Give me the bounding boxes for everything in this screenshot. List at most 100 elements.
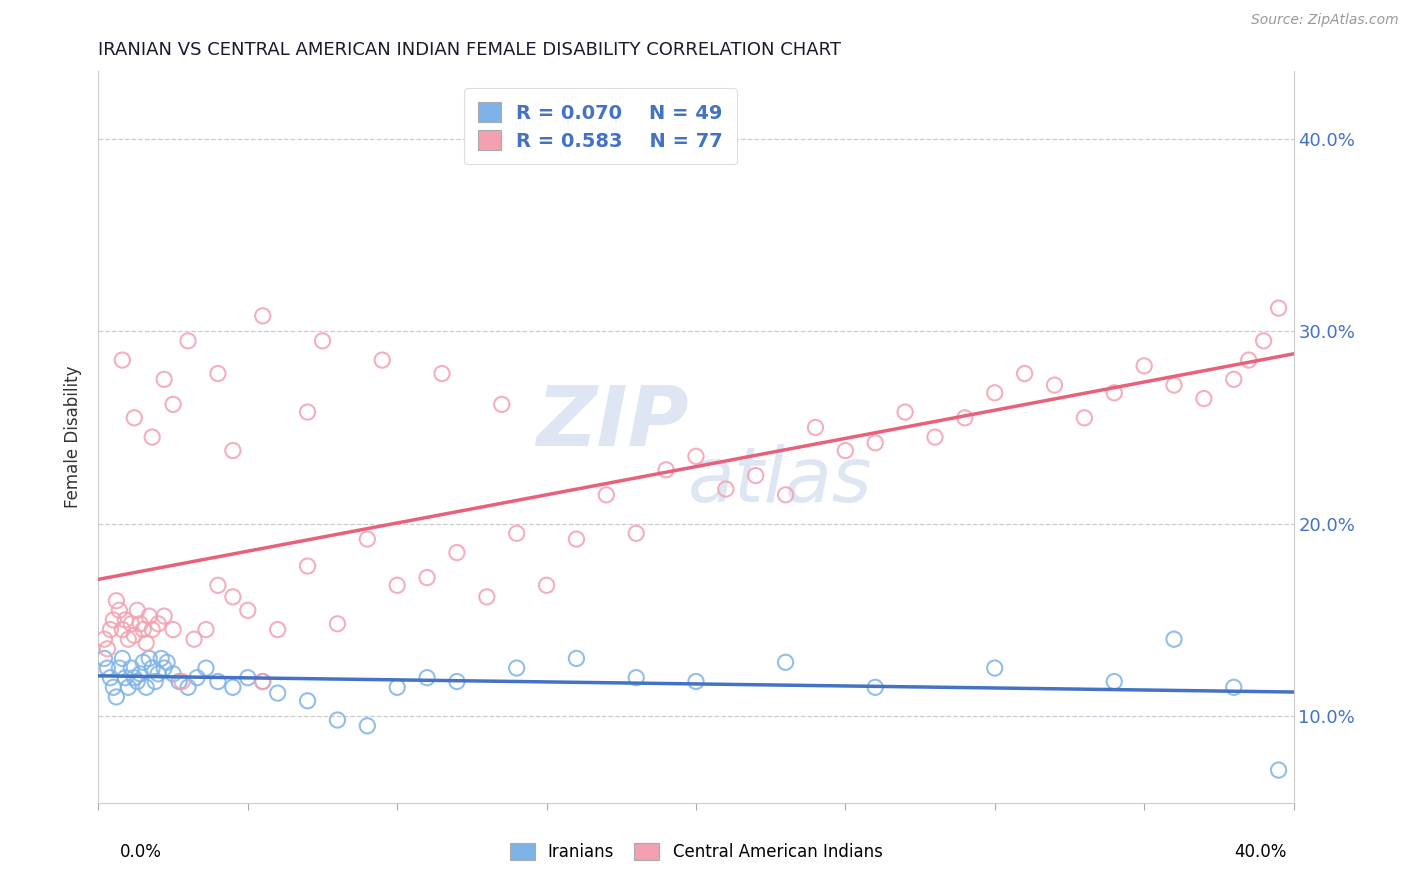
Point xyxy=(162,397,184,411)
Point xyxy=(252,674,274,689)
Point xyxy=(565,651,588,665)
Point xyxy=(222,590,245,604)
Point xyxy=(1014,367,1036,381)
Point xyxy=(297,405,319,419)
Point xyxy=(148,616,170,631)
Point xyxy=(153,609,176,624)
Point xyxy=(1223,372,1246,386)
Point xyxy=(1104,385,1126,400)
Point xyxy=(1043,378,1066,392)
Point xyxy=(536,578,558,592)
Text: atlas: atlas xyxy=(688,444,872,518)
Point xyxy=(124,671,146,685)
Point xyxy=(103,681,125,695)
Point xyxy=(108,603,131,617)
Point xyxy=(685,450,707,464)
Point xyxy=(117,681,139,695)
Point xyxy=(177,681,200,695)
Point xyxy=(267,686,290,700)
Point xyxy=(127,603,149,617)
Point xyxy=(129,666,152,681)
Point xyxy=(236,603,259,617)
Point xyxy=(506,661,529,675)
Point xyxy=(267,623,290,637)
Point xyxy=(491,397,513,411)
Point xyxy=(1163,378,1185,392)
Point xyxy=(111,623,134,637)
Point xyxy=(207,674,229,689)
Point xyxy=(177,334,200,348)
Point xyxy=(252,674,274,689)
Point xyxy=(96,641,118,656)
Point xyxy=(1133,359,1156,373)
Point xyxy=(626,671,648,685)
Point xyxy=(183,632,205,647)
Point xyxy=(93,651,115,665)
Point xyxy=(984,385,1007,400)
Point xyxy=(1073,410,1095,425)
Point xyxy=(207,367,229,381)
Point xyxy=(506,526,529,541)
Point xyxy=(141,430,163,444)
Point xyxy=(430,367,453,381)
Point xyxy=(626,526,648,541)
Point xyxy=(804,420,827,434)
Point xyxy=(475,590,498,604)
Point xyxy=(1192,392,1215,406)
Point xyxy=(98,671,122,685)
Point xyxy=(103,613,125,627)
Point xyxy=(356,532,378,546)
Point xyxy=(153,661,176,675)
Point xyxy=(195,661,218,675)
Point xyxy=(135,681,157,695)
Point xyxy=(162,666,184,681)
Point xyxy=(114,671,136,685)
Point xyxy=(96,661,118,675)
Point xyxy=(1267,301,1289,315)
Point xyxy=(326,616,349,631)
Legend: Iranians, Central American Indians: Iranians, Central American Indians xyxy=(503,836,889,868)
Point xyxy=(162,623,184,637)
Point xyxy=(132,623,155,637)
Point xyxy=(775,488,797,502)
Point xyxy=(1223,681,1246,695)
Point xyxy=(111,353,134,368)
Text: IRANIAN VS CENTRAL AMERICAN INDIAN FEMALE DISABILITY CORRELATION CHART: IRANIAN VS CENTRAL AMERICAN INDIAN FEMAL… xyxy=(98,41,841,59)
Point xyxy=(865,681,887,695)
Point xyxy=(124,410,146,425)
Point xyxy=(865,435,887,450)
Point xyxy=(953,410,976,425)
Point xyxy=(207,578,229,592)
Point xyxy=(775,655,797,669)
Point xyxy=(1253,334,1275,348)
Point xyxy=(105,690,128,704)
Point xyxy=(138,609,160,624)
Point xyxy=(127,674,149,689)
Point xyxy=(153,372,176,386)
Point xyxy=(446,545,468,559)
Point xyxy=(834,443,856,458)
Point xyxy=(565,532,588,546)
Point xyxy=(129,616,152,631)
Point xyxy=(150,651,173,665)
Point xyxy=(446,674,468,689)
Point xyxy=(222,443,245,458)
Point xyxy=(195,623,218,637)
Point xyxy=(141,661,163,675)
Point xyxy=(1267,763,1289,777)
Point xyxy=(924,430,946,444)
Point xyxy=(1163,632,1185,647)
Point xyxy=(167,674,190,689)
Text: 0.0%: 0.0% xyxy=(120,843,162,861)
Point xyxy=(93,632,115,647)
Point xyxy=(416,671,439,685)
Point xyxy=(138,651,160,665)
Point xyxy=(655,463,678,477)
Point xyxy=(120,616,142,631)
Point xyxy=(141,623,163,637)
Point xyxy=(156,655,179,669)
Point xyxy=(297,559,319,574)
Point xyxy=(685,674,707,689)
Point xyxy=(297,694,319,708)
Point xyxy=(595,488,617,502)
